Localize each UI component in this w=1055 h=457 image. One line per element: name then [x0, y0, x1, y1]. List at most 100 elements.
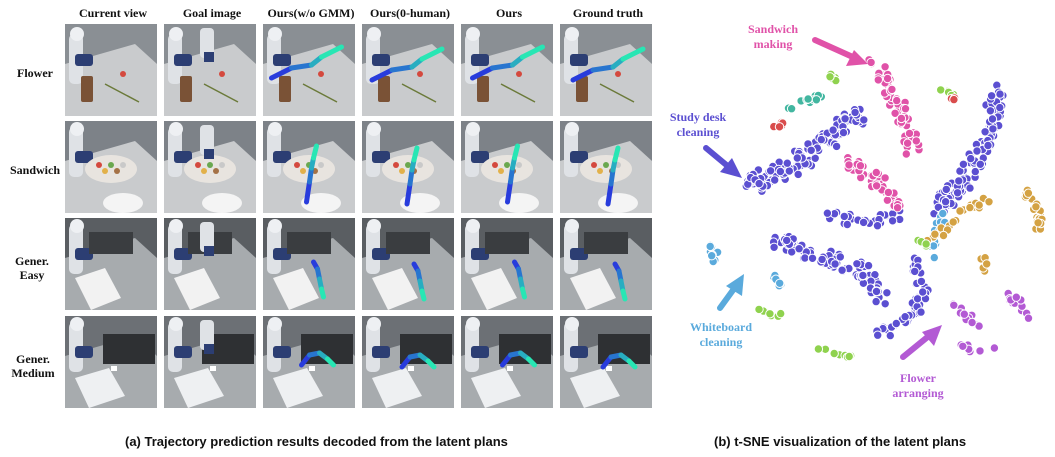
column-header-ground-truth: Ground truth: [572, 6, 644, 20]
tsne-point: [949, 94, 959, 105]
tsne-point: [816, 134, 827, 145]
tsne-point: [954, 176, 964, 186]
tsne-point: [995, 89, 1005, 99]
tsne-point: [882, 73, 893, 84]
scene-image: [164, 218, 256, 310]
tsne-point: [958, 159, 969, 170]
label-study-desk-cleaning: Study desk cleaning: [669, 110, 727, 139]
tsne-point: [829, 348, 839, 359]
scene-image: [362, 24, 454, 116]
tsne-point: [792, 153, 803, 163]
scene-image: [263, 24, 355, 116]
column-header-ours: Ours: [495, 6, 522, 20]
tsne-point: [794, 244, 804, 254]
tsne-point: [966, 153, 976, 164]
tsne-point: [855, 161, 866, 171]
scene-image: [164, 121, 256, 213]
tsne-point: [892, 203, 903, 213]
tsne-point: [938, 230, 949, 241]
tsne-point: [918, 287, 928, 297]
tsne-point: [958, 341, 968, 351]
tsne-point: [776, 308, 786, 319]
scene-image: [65, 121, 157, 213]
scene-image: [65, 24, 157, 116]
tsne-point: [775, 166, 786, 177]
scene-image: [461, 121, 553, 213]
tsne-point: [975, 159, 985, 170]
column-header-goal-image: Goal image: [182, 6, 242, 20]
tsne-point: [863, 260, 874, 271]
tsne-point: [883, 187, 894, 198]
tsne-point: [952, 188, 963, 198]
column-header-ours-0-human: Ours(0-human): [369, 6, 450, 20]
scene-image: [65, 218, 157, 310]
tsne-point: [975, 346, 985, 356]
tsne-point: [890, 108, 900, 119]
tsne-point: [965, 202, 975, 213]
tsne-point: [765, 309, 775, 319]
tsne-point: [765, 166, 776, 176]
tsne-point: [892, 95, 902, 106]
tsne-point: [989, 343, 1000, 353]
scene-image: [164, 316, 256, 408]
scene-image: [164, 24, 256, 116]
tsne-point: [707, 251, 717, 261]
row-header-gener-easy: Gener. Easy: [15, 254, 49, 282]
tsne-point: [995, 102, 1005, 113]
tsne-point: [910, 266, 920, 277]
tsne-point: [1023, 188, 1034, 198]
tsne-point: [831, 141, 842, 152]
tsne-point: [887, 216, 898, 226]
tsne-point: [880, 62, 890, 72]
tsne-point: [967, 317, 977, 328]
row-header-sandwich: Sandwich: [9, 163, 61, 177]
tsne-point: [972, 146, 982, 156]
tsne-point: [840, 114, 850, 124]
scene-image: [461, 24, 553, 116]
tsne-point: [959, 309, 969, 319]
tsne-point: [982, 259, 992, 269]
tsne-point: [871, 167, 882, 178]
tsne-point: [988, 124, 998, 134]
tsne-point: [871, 286, 882, 297]
scene-image: [560, 218, 652, 310]
scene-image: [263, 121, 355, 213]
tsne-point: [882, 288, 892, 298]
tsne-point: [916, 276, 927, 287]
tsne-point: [916, 307, 926, 317]
tsne-point: [1023, 313, 1034, 323]
tsne-point: [940, 197, 951, 207]
scene-image: [263, 316, 355, 408]
tsne-point: [904, 128, 915, 139]
tsne-point: [873, 330, 883, 340]
tsne-point: [911, 136, 922, 146]
tsne-point: [825, 72, 835, 82]
tsne-point: [871, 181, 882, 191]
tsne-point: [948, 217, 958, 227]
tsne-point: [880, 173, 890, 183]
tsne-point: [980, 127, 990, 137]
caption-a: (a) Trajectory prediction results decode…: [125, 434, 508, 449]
tsne-point: [902, 138, 913, 148]
tsne-point: [859, 115, 869, 125]
tsne-point: [828, 125, 838, 135]
tsne-point: [839, 211, 850, 222]
row-header-gener-medium: Gener. Medium: [11, 352, 55, 380]
scene-image: [560, 24, 652, 116]
tsne-point: [817, 254, 827, 265]
scene-image: [65, 316, 157, 408]
caption-b: (b) t-SNE visualization of the latent pl…: [714, 434, 967, 449]
tsne-point: [985, 106, 996, 116]
tsne-point: [929, 252, 939, 263]
tsne-point: [850, 107, 860, 118]
tsne-point: [930, 229, 940, 239]
scene-image: [461, 218, 553, 310]
tsne-point: [837, 265, 847, 275]
tsne-point: [901, 149, 912, 159]
tsne-point: [858, 270, 868, 281]
tsne-point: [984, 197, 994, 207]
tsne-point: [986, 91, 997, 101]
tsne-point: [873, 75, 884, 85]
tsne-point: [842, 219, 853, 230]
tsne-point: [866, 57, 876, 68]
